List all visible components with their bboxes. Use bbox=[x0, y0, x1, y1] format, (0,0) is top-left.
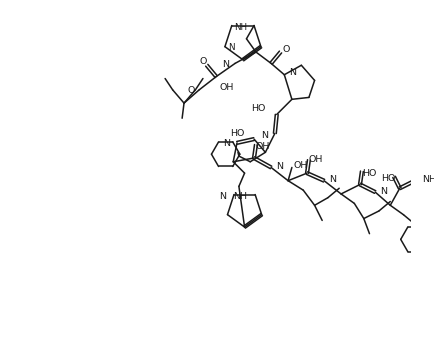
Text: O: O bbox=[283, 45, 290, 54]
Text: NH: NH bbox=[234, 23, 247, 32]
Text: OH: OH bbox=[256, 142, 270, 151]
Text: NH: NH bbox=[422, 175, 434, 184]
Text: NH: NH bbox=[233, 192, 247, 201]
Text: N: N bbox=[228, 43, 235, 52]
Text: N: N bbox=[220, 192, 227, 201]
Text: N: N bbox=[223, 60, 230, 69]
Text: HO: HO bbox=[362, 169, 376, 178]
Text: N: N bbox=[329, 175, 336, 184]
Text: HO: HO bbox=[381, 174, 396, 183]
Text: OH: OH bbox=[294, 161, 308, 170]
Text: HO: HO bbox=[230, 129, 245, 138]
Text: O: O bbox=[199, 57, 207, 66]
Text: N: N bbox=[224, 139, 230, 148]
Text: N: N bbox=[289, 68, 296, 77]
Text: OH: OH bbox=[219, 82, 233, 91]
Text: O: O bbox=[187, 86, 194, 95]
Text: HO: HO bbox=[251, 104, 266, 113]
Text: N: N bbox=[261, 131, 268, 140]
Text: OH: OH bbox=[309, 155, 323, 164]
Text: N: N bbox=[276, 162, 283, 171]
Text: N: N bbox=[380, 187, 387, 196]
